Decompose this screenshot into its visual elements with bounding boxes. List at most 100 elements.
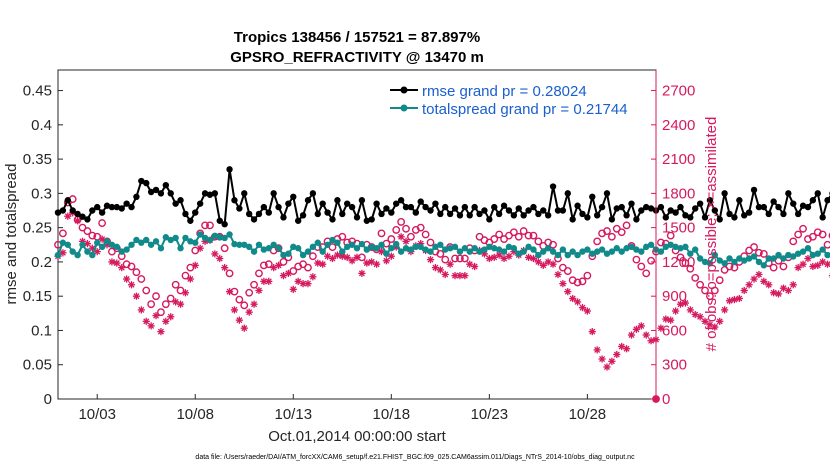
rmse-point [682, 212, 689, 219]
obs-possible-point [524, 231, 533, 240]
obs-possible-point [725, 262, 734, 271]
spread-point [432, 243, 439, 251]
spread-point [402, 245, 410, 252]
obs-assimilated-point [583, 307, 591, 315]
obs-assimilated-point [603, 363, 611, 371]
spread-point [780, 255, 787, 262]
rmse-point [250, 216, 258, 223]
rmse-point [804, 203, 812, 211]
rmse-point [442, 203, 449, 211]
spread-point [221, 234, 228, 242]
rmse-point [226, 166, 233, 173]
obs-assimilated-point [632, 325, 640, 333]
spread-point [167, 236, 174, 244]
rmse-point [584, 214, 591, 221]
obs-possible-point [220, 244, 229, 253]
rmse-point [647, 205, 655, 212]
obs-assimilated-point [397, 233, 405, 241]
rmse-point [486, 216, 493, 223]
obs-possible-point [225, 269, 234, 278]
obs-assimilated-point [108, 258, 116, 266]
obs-assimilated-point [569, 294, 577, 303]
obs-possible-point [715, 276, 724, 285]
rmse-point [290, 193, 297, 201]
rmse-point [633, 216, 640, 223]
obs-possible-point [686, 264, 695, 273]
rmse-point [245, 210, 253, 218]
x-tick-label: 10/08 [176, 406, 214, 423]
rmse-point [618, 203, 625, 211]
spread-point [89, 251, 96, 259]
right-tick-label: 900 [662, 288, 687, 305]
rmse-point [491, 203, 498, 211]
spread-point [265, 245, 272, 252]
rmse-point [544, 212, 552, 219]
rmse-point [172, 200, 179, 207]
spread-point [108, 241, 116, 248]
obs-possible-point [402, 224, 410, 233]
obs-possible-point [750, 243, 758, 251]
x-tick-label: 10/03 [78, 406, 116, 423]
obs-possible-point [181, 271, 190, 280]
rmse-point [407, 203, 415, 211]
rmse-point [162, 181, 170, 189]
left-tick-label: 0.25 [23, 220, 52, 237]
spread-point [446, 245, 454, 252]
right-tick-label: 300 [662, 357, 687, 374]
obs-assimilated-point [760, 277, 768, 285]
spread-series [54, 231, 830, 269]
obs-assimilated-point [471, 262, 479, 271]
rmse-point [598, 203, 606, 211]
spread-point [143, 236, 150, 244]
obs-possible-point [59, 229, 67, 238]
obs-possible-point [509, 228, 518, 237]
obs-assimilated-point [593, 346, 601, 354]
obs-assimilated-point [809, 262, 817, 271]
obs-possible-point [534, 237, 543, 246]
obs-assimilated-point [211, 250, 219, 258]
spread-point [716, 257, 723, 264]
obs-possible-point [490, 235, 499, 243]
rmse-point [770, 198, 777, 205]
obs-assimilated-point [642, 331, 650, 339]
right-tick-label: 1800 [662, 185, 695, 202]
obs-possible-point [529, 231, 538, 240]
obs-possible-point [377, 229, 386, 238]
rmse-point [677, 203, 684, 211]
obs-possible-point [642, 269, 651, 278]
rmse-point [358, 197, 366, 204]
spread-point [554, 251, 562, 259]
obs-assimilated-point [554, 270, 562, 279]
obs-assimilated-point [578, 304, 587, 312]
rmse-point [564, 190, 571, 197]
obs-possible-point [98, 219, 107, 227]
rmse-point [794, 210, 802, 218]
rmse-point [696, 200, 704, 207]
spread-point [628, 243, 635, 251]
rmse-point [236, 205, 243, 212]
rmse-point [574, 202, 581, 209]
spread-point [790, 253, 797, 260]
rmse-point [692, 205, 699, 212]
spread-point [260, 246, 268, 253]
spread-point [593, 248, 601, 255]
obs-possible-point [157, 308, 165, 317]
legend: rmse grand pr = 0.28024 totalspread gran… [390, 83, 628, 118]
rmse-point [716, 216, 723, 223]
spread-point [353, 245, 361, 252]
obs-possible-point [421, 230, 430, 239]
rmse-point [280, 214, 287, 221]
obs-possible-point [818, 230, 827, 239]
rmse-point [196, 200, 204, 207]
spread-point [618, 248, 625, 255]
rmse-point [785, 190, 792, 197]
legend-spread-label: totalspread grand pr = 0.21744 [422, 101, 628, 118]
spread-point [304, 248, 312, 255]
obs-assimilated-point [162, 317, 170, 325]
rmse-point [667, 207, 674, 214]
spread-point [794, 250, 802, 257]
rmse-point [500, 202, 508, 209]
obs-possible-point [245, 288, 254, 297]
spread-point [662, 243, 670, 251]
rmse-point [265, 209, 272, 216]
